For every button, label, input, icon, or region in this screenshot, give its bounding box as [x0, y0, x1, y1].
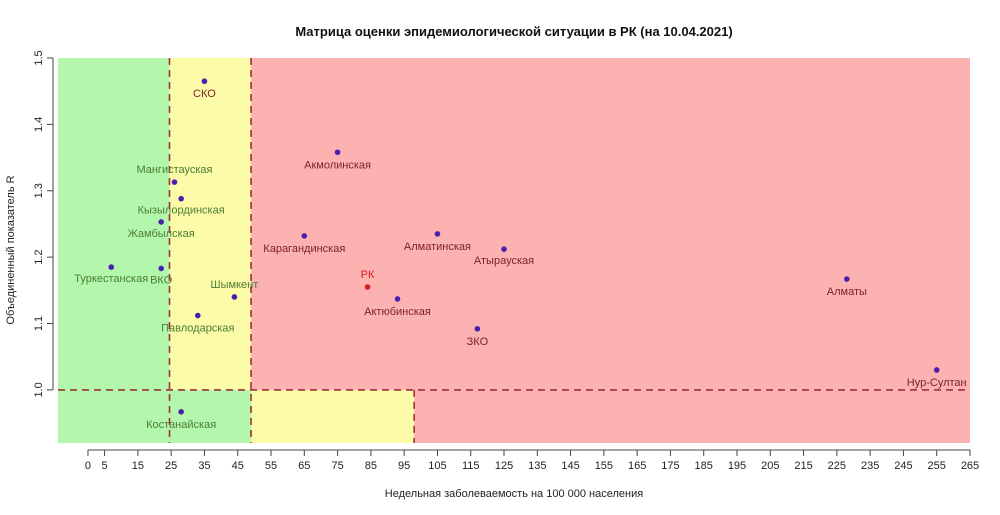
point-label: Алматы [827, 286, 867, 298]
axes-layer: 1.0 1.1 1.2 1.3 1.4 1.5 0 5 15 25 35 45 55 65 75 85 95 10… [33, 50, 979, 472]
points-layer: СКО Акмолинская Мангистауская Кызылординска… [74, 78, 967, 431]
data-point [334, 149, 341, 156]
point-label: Кызылординская [138, 205, 225, 217]
x-tick-label: 165 [628, 460, 646, 472]
point-label: Актюбинская [364, 306, 431, 318]
x-tick-label: 75 [331, 460, 343, 472]
chart-title: Матрица оценки эпидемиологической ситуац… [295, 24, 732, 39]
point-label: Костанайская [146, 419, 216, 431]
x-tick-label: 185 [695, 460, 713, 472]
zone-green [58, 58, 170, 443]
point-label: СКО [193, 88, 216, 100]
data-point [108, 264, 115, 270]
point-label: Мангистауская [136, 164, 212, 176]
point-label: Туркестанская [74, 273, 148, 285]
x-tick-label: 65 [298, 460, 310, 472]
zones-layer [58, 58, 971, 443]
x-tick-label: 125 [495, 460, 513, 472]
data-point [474, 326, 481, 332]
data-point [178, 409, 184, 415]
x-tick-label: 235 [861, 460, 879, 472]
x-axis-label: Недельная заболеваемость на 100 000 насе… [385, 488, 643, 500]
x-tick-label: 135 [528, 460, 546, 472]
zone-green-low [169, 389, 252, 443]
x-tick-label: 15 [132, 460, 144, 472]
point-label: Жамбылская [128, 228, 195, 240]
x-tick-label: 85 [365, 460, 377, 472]
x-tick-label: 195 [728, 460, 746, 472]
x-tick-label: 55 [265, 460, 277, 472]
data-point [301, 233, 308, 239]
x-tick-label: 145 [561, 460, 579, 472]
y-tick-label: 1.3 [33, 183, 45, 198]
x-tick-label: 0 [85, 460, 91, 472]
zone-yellow-low [251, 389, 415, 443]
point-label: Нур-Султан [907, 377, 967, 389]
y-tick-label: 1.1 [33, 316, 45, 331]
x-tick-label: 245 [894, 460, 912, 472]
y-tick-label: 1.4 [33, 117, 45, 132]
point-label: Акмолинская [304, 159, 371, 171]
data-point [364, 284, 371, 290]
data-point [231, 294, 238, 300]
y-tick-label: 1.5 [33, 50, 45, 65]
x-tick-label: 155 [595, 460, 613, 472]
threshold-lines-layer [58, 58, 970, 443]
zone-red [251, 58, 971, 390]
y-axis-label: Объединенный показатель R [5, 175, 17, 324]
x-tick-label: 265 [961, 460, 979, 472]
point-label: Шымкент [211, 279, 259, 291]
data-point [178, 195, 184, 202]
zone-yellow [169, 58, 252, 390]
x-tick-label: 115 [462, 460, 480, 472]
data-point [158, 219, 164, 225]
y-tick-label: 1.2 [33, 249, 45, 264]
data-point [201, 78, 208, 85]
x-tick-label: 175 [661, 460, 679, 472]
x-tick-label: 35 [198, 460, 210, 472]
x-tick-label: 95 [398, 460, 410, 472]
x-tick-label: 225 [828, 460, 846, 472]
data-point [394, 296, 401, 302]
x-tick-label: 255 [928, 460, 946, 472]
data-point [158, 265, 164, 272]
point-label: Алматинская [404, 241, 471, 253]
data-point [933, 367, 940, 373]
point-label: ЗКО [467, 336, 489, 348]
y-tick-label: 1.0 [33, 382, 45, 397]
data-point [194, 312, 201, 319]
point-label: ВКО [150, 274, 173, 286]
x-tick-label: 45 [232, 460, 244, 472]
x-tick-label: 205 [761, 460, 779, 472]
point-label: РК [361, 269, 375, 281]
point-label: Павлодарская [161, 323, 234, 335]
zone-red-low [414, 389, 970, 443]
data-point [434, 231, 441, 237]
x-tick-label: 5 [102, 460, 108, 472]
data-point [171, 179, 178, 185]
data-point [501, 246, 507, 252]
x-tick-label: 105 [428, 460, 446, 472]
data-point [844, 276, 850, 282]
x-tick-label: 25 [165, 460, 177, 472]
x-tick-label: 215 [794, 460, 812, 472]
point-label: Атырауская [474, 255, 534, 267]
point-label: Карагандинская [263, 243, 345, 255]
